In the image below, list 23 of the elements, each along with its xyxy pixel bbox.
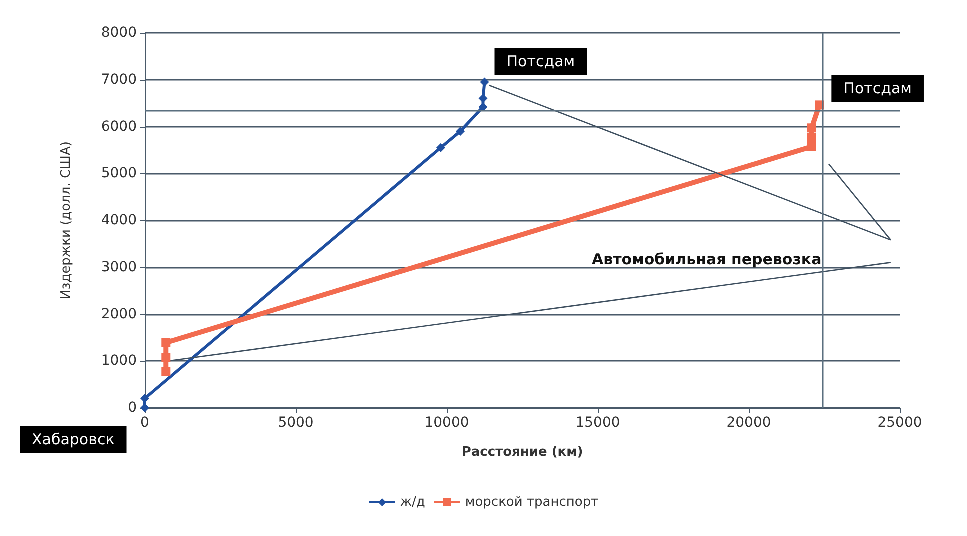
y-tick-label: 6000 <box>101 118 137 135</box>
y-tick-label: 7000 <box>101 72 137 88</box>
x-tick-label: 20000 <box>726 415 772 431</box>
y-tick-label: 2000 <box>101 306 137 322</box>
y-tick-label: 3000 <box>101 259 137 276</box>
y-tick-label: 5000 <box>101 166 137 182</box>
legend-label: ж/д <box>400 495 426 510</box>
x-tick-label: 0 <box>140 415 150 431</box>
annotation: Потсдам <box>844 80 912 98</box>
y-axis-title: Издержки (долл. США) <box>59 142 74 300</box>
legend-label: морской транспорт <box>465 495 600 510</box>
x-axis-title: Расстояние (км) <box>462 445 584 460</box>
annotation: Хабаровск <box>32 430 115 448</box>
x-tick-label: 25000 <box>878 415 922 431</box>
annotation: Автомобильная перевозка <box>592 250 822 268</box>
y-tick-label: 1000 <box>101 353 137 370</box>
x-tick-label: 10000 <box>424 415 470 431</box>
y-tick-label: 8000 <box>101 25 137 41</box>
x-tick-label: 15000 <box>576 415 620 431</box>
annotation: Потсдам <box>506 52 576 71</box>
y-tick-label: 4000 <box>101 212 137 228</box>
x-tick-label: 5000 <box>278 415 314 431</box>
y-tick-label: 0 <box>128 400 137 416</box>
